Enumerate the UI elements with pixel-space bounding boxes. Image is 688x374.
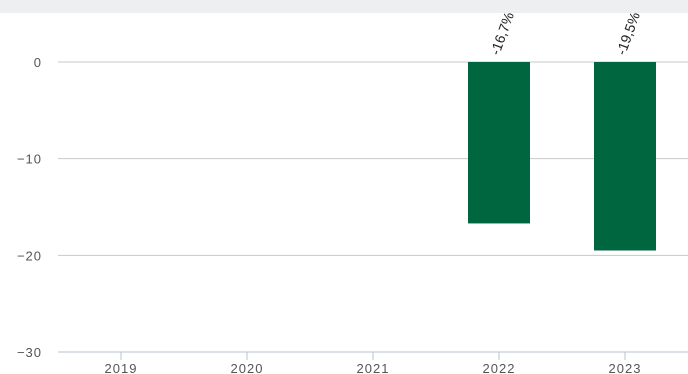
data-label: -16,7%: [487, 10, 517, 57]
y-tick-label: 0: [34, 55, 42, 70]
x-tick-label: 2022: [483, 361, 516, 374]
top-strip: [0, 0, 688, 13]
x-tick-label: 2019: [105, 361, 138, 374]
y-tick-label: −10: [17, 152, 42, 167]
x-tick-label: 2023: [609, 361, 642, 374]
bar: [594, 62, 656, 251]
y-tick-label: −30: [17, 345, 42, 360]
y-tick-label: −20: [17, 248, 42, 263]
bar: [468, 62, 530, 224]
x-tick-label: 2020: [231, 361, 264, 374]
data-label: -19,5%: [613, 10, 643, 57]
x-tick-label: 2021: [357, 361, 390, 374]
